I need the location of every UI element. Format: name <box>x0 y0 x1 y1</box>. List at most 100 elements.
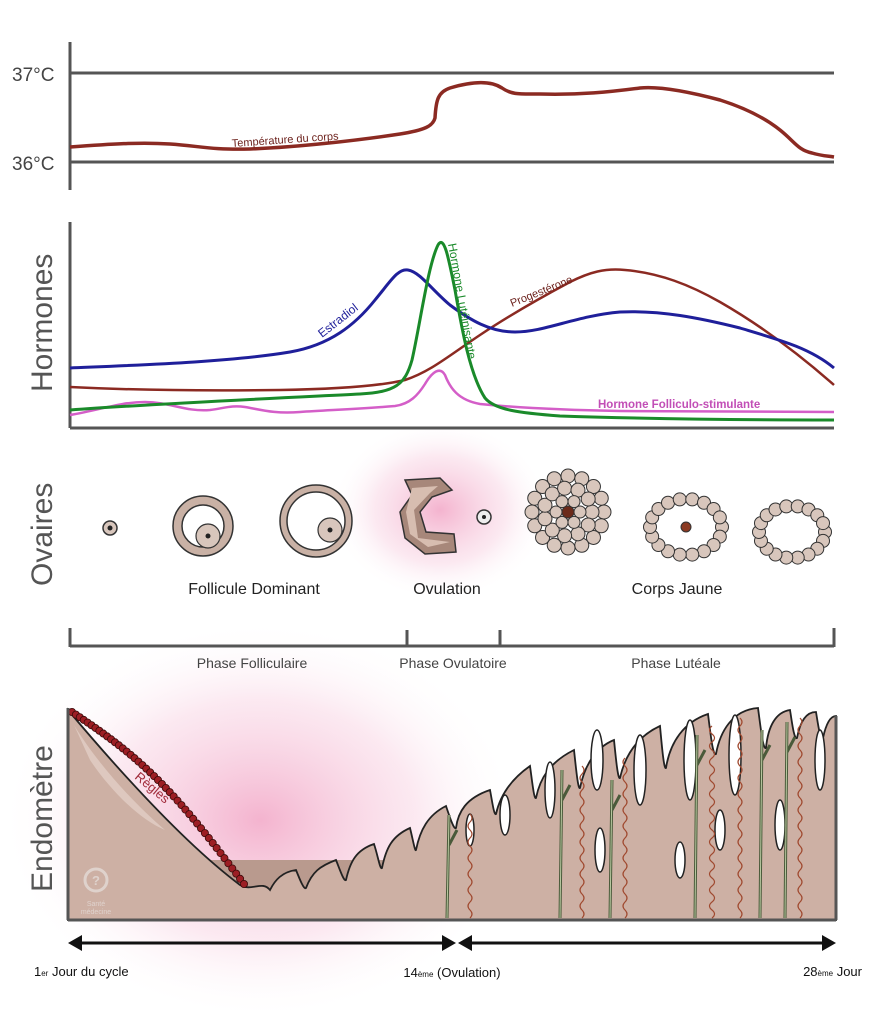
gland-lumen <box>728 714 742 796</box>
phase-bracket: Phase Folliculaire Phase Ovulatoire Phas… <box>68 628 836 671</box>
phase-ovulatoire: Phase Ovulatoire <box>399 655 507 671</box>
spiral-artery <box>622 757 628 919</box>
spiral-arteries <box>445 717 803 919</box>
artery-highlight <box>759 729 763 919</box>
dominant-follicle <box>279 484 353 558</box>
artery-highlight <box>609 779 613 919</box>
luteal-cell <box>570 526 586 542</box>
luteal-cell <box>585 479 601 495</box>
progesterone-label: Progestérone <box>509 274 575 310</box>
menstrual-blood <box>68 708 248 889</box>
svg-text:médecine: médecine <box>81 909 111 916</box>
stage-label-follicule-dominant: Follicule Dominant <box>188 581 320 598</box>
luteal-cell <box>555 515 569 529</box>
oocyte-remnant <box>561 505 575 519</box>
phase-luteale: Phase Lutéale <box>631 655 721 671</box>
luteal-cell <box>685 492 700 507</box>
spiral-artery <box>579 765 585 919</box>
luteal-cell <box>816 516 831 531</box>
endometrial-glands <box>465 714 826 879</box>
corpus-luteum-mid <box>643 492 729 562</box>
spiral-artery <box>797 717 803 919</box>
luteal-cell <box>544 486 560 502</box>
day-14-label: 14ème (Ovulation) <box>403 965 500 980</box>
gland-lumen <box>633 734 647 806</box>
gland-lumen <box>814 729 826 791</box>
luteal-cell <box>593 490 609 506</box>
luteal-cell <box>712 510 727 525</box>
growing-follicle <box>172 495 234 557</box>
luteal-cell <box>585 529 601 545</box>
luteal-cell <box>584 504 600 520</box>
luteal-cell <box>580 491 596 507</box>
artery-highlight <box>784 721 788 919</box>
gland-lumen <box>594 827 606 873</box>
tick-36: 36°C <box>12 154 54 175</box>
temperature-curve <box>69 81 835 159</box>
lh-curve <box>69 241 835 422</box>
luteal-cell <box>672 547 687 562</box>
stage-label-corps-jaune: Corps Jaune <box>632 581 723 598</box>
endometrium-section-label: Endomètre <box>26 745 59 892</box>
sante-medecine-logo: ? Santé médecine <box>81 867 111 916</box>
luteal-cell <box>546 537 562 553</box>
corpus-luteum-early <box>524 468 612 556</box>
ovaries-section: Ovaires Follicule Dominant Ov <box>26 468 832 598</box>
luteal-cell <box>557 480 573 496</box>
luteal-cell <box>580 517 596 533</box>
hormones-section-label: Hormones <box>26 254 59 392</box>
luteal-cell <box>557 528 573 544</box>
spiral-artery <box>737 717 743 919</box>
fsh-curve <box>69 369 835 417</box>
gland-lumen <box>683 719 697 801</box>
arrowhead-left <box>68 935 82 951</box>
ruptured-follicle <box>399 477 457 555</box>
artery-highlight <box>694 734 698 919</box>
gland-lumen <box>590 729 604 791</box>
lh-label: Hormone Lutéinisante <box>445 242 479 360</box>
primordial-follicle <box>102 520 118 536</box>
arrowhead-right <box>822 935 836 951</box>
progesterone-curve <box>69 268 835 392</box>
luteal-cell <box>544 522 560 538</box>
day-1-label: 1er Jour du cycle <box>34 964 129 979</box>
luteal-cell <box>567 495 581 509</box>
cycle-timeline: 1er Jour du cycle 14ème (Ovulation) 28èm… <box>34 935 863 980</box>
luteal-cell <box>524 504 540 520</box>
hormones-chart: Hormones Estradiol Hormone Lutéinisante … <box>26 222 835 430</box>
arrowhead-mid-right <box>442 935 456 951</box>
fsh-label: Hormone Folliculo-stimulante <box>598 399 760 411</box>
oocyte-remnant <box>680 521 692 533</box>
arrowhead-mid-left <box>458 935 472 951</box>
luteal-cell <box>661 495 675 510</box>
svg-text:?: ? <box>92 873 100 888</box>
day-28-label: 28ème Jour <box>803 964 863 979</box>
spiral-artery <box>467 813 473 919</box>
ovaries-section-label: Ovaires <box>26 483 59 586</box>
gland-lumen <box>544 761 556 819</box>
spiral-artery <box>708 725 716 919</box>
temperature-chart: 37°C 36°C Température du corps <box>12 42 835 190</box>
ovulation-glow <box>330 420 550 600</box>
luteal-cell <box>672 492 687 507</box>
svg-text:Santé: Santé <box>87 901 105 908</box>
gland-lumen <box>499 794 511 836</box>
gland-lumen <box>774 799 786 851</box>
phase-folliculaire: Phase Folliculaire <box>197 655 308 671</box>
luteal-cell <box>685 547 700 562</box>
endometrium-section: Endomètre Règles ? Santé médecine <box>26 707 838 922</box>
luteal-cell <box>537 497 553 513</box>
released-oocyte <box>476 509 492 525</box>
luteal-cell <box>697 544 711 559</box>
estradiol-curve <box>69 268 835 370</box>
gland-lumen <box>714 809 726 851</box>
luteal-cell <box>527 490 543 506</box>
gland-lumen <box>674 841 686 879</box>
corpus-luteum-late <box>752 499 832 565</box>
tick-37: 37°C <box>12 65 54 86</box>
artery-highlight <box>446 814 450 919</box>
artery-highlight <box>559 769 563 919</box>
blood-drop <box>239 880 248 889</box>
stage-label-ovulation: Ovulation <box>413 581 481 598</box>
